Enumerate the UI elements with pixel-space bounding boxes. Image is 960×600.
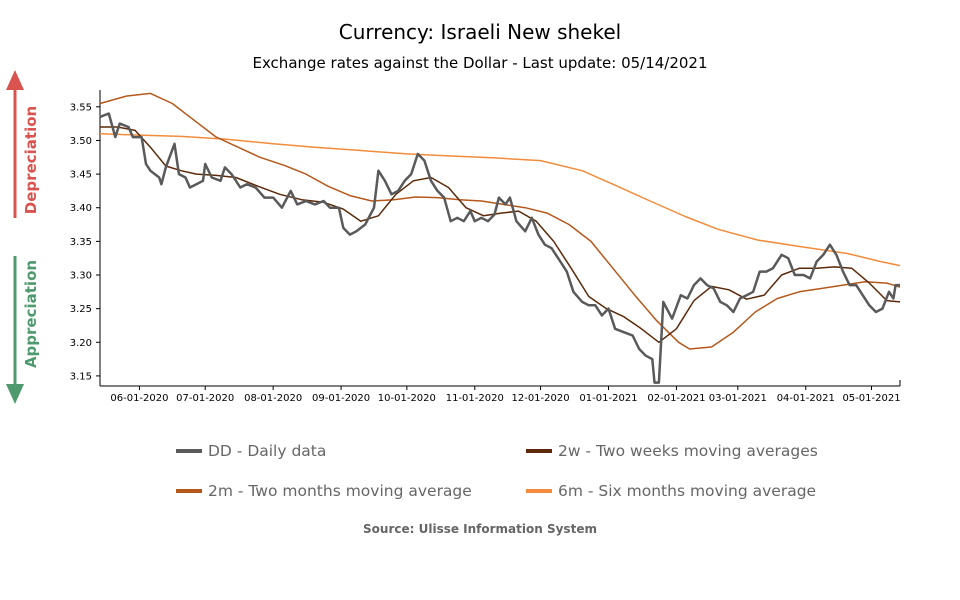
- x-tick-label: 05-01-2021: [842, 393, 900, 404]
- series-line-ma2m: [99, 92, 901, 350]
- y-tick-label: 3.15: [70, 371, 92, 382]
- series-layer: [99, 92, 901, 384]
- x-tick-label: 12-01-2020: [511, 393, 569, 404]
- x-tick-label: 07-01-2020: [176, 393, 234, 404]
- source-note: Source: Ulisse Information System: [363, 522, 597, 536]
- x-tick-label: 02-01-2021: [647, 393, 705, 404]
- x-tick-label: 06-01-2020: [110, 393, 168, 404]
- y-tick-label: 3.45: [70, 170, 92, 181]
- chart-subtitle: Exchange rates against the Dollar - Last…: [252, 54, 708, 72]
- appreciation-arrow-icon: [6, 384, 24, 404]
- side-indicators: Depreciation Appreciation: [6, 70, 40, 404]
- depreciation-arrow-icon: [6, 70, 24, 90]
- x-tick-label: 11-01-2020: [446, 393, 504, 404]
- x-tick-label: 03-01-2021: [709, 393, 767, 404]
- y-tick-label: 3.35: [70, 237, 92, 248]
- y-tick-label: 3.20: [70, 338, 92, 349]
- x-tick-label: 01-01-2021: [579, 393, 637, 404]
- x-ticks: 06-01-2020 07-01-2020 08-01-2020 09-01-2020…: [110, 386, 901, 404]
- x-tick-label: 09-01-2020: [312, 393, 370, 404]
- x-tick-label: 04-01-2021: [777, 393, 835, 404]
- x-tick-label: 10-01-2020: [378, 393, 436, 404]
- axes: [99, 90, 901, 387]
- chart-title: Currency: Israeli New shekel: [338, 20, 622, 44]
- x-tick-label: 08-01-2020: [244, 393, 302, 404]
- series-line-daily: [99, 112, 900, 384]
- series-line-ma2w: [100, 126, 901, 344]
- appreciation-label: Appreciation: [22, 260, 40, 368]
- y-ticks: 3.15 3.20 3.25 3.30 3.35 3.40 3.45 3.50 3.55: [70, 102, 100, 382]
- y-tick-label: 3.30: [70, 271, 92, 282]
- y-tick-label: 3.40: [70, 203, 92, 214]
- y-tick-label: 3.50: [70, 136, 92, 147]
- y-tick-label: 3.25: [70, 304, 92, 315]
- series-line-ma6m: [99, 132, 901, 267]
- depreciation-label: Depreciation: [22, 106, 40, 214]
- y-tick-label: 3.55: [70, 102, 92, 113]
